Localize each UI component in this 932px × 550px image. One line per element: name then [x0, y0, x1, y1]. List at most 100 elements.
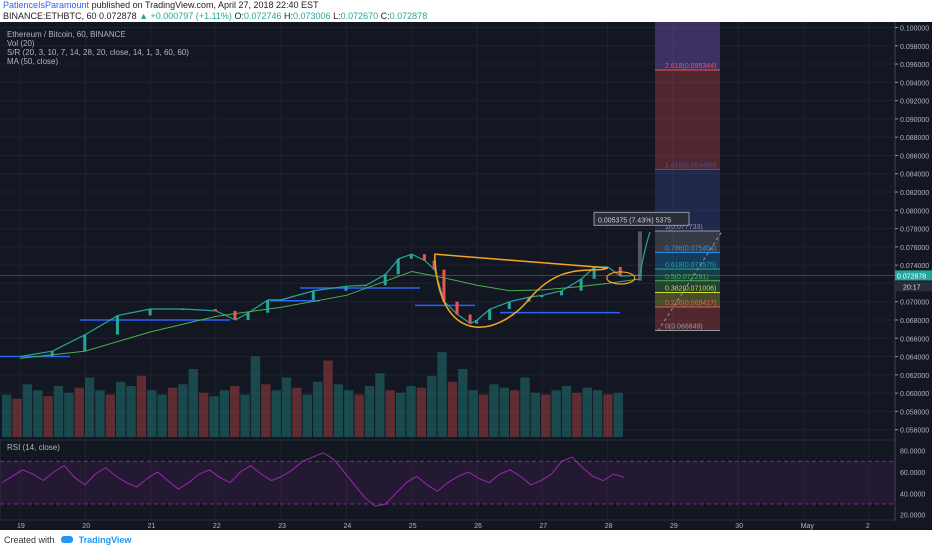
price-tick-label: 0.060000: [900, 391, 929, 398]
price-tick-label: 0.092000: [900, 99, 929, 106]
price-chart[interactable]: 0.100000 0.098000 0.096000 0.094000 0.092000…: [0, 22, 932, 530]
x-tick-label: 24: [344, 523, 352, 530]
price-tick-label: 0.086000: [900, 153, 929, 160]
handle-pattern: [606, 271, 636, 285]
volume-bar: [281, 377, 292, 437]
price-tick-label: 0.078000: [900, 227, 929, 234]
volume-bar: [489, 384, 499, 437]
volume-bar: [437, 352, 447, 437]
legend-vol: Vol (20): [7, 39, 35, 48]
candle: [181, 309, 185, 311]
volume-bar: [375, 373, 385, 437]
volume-bar: [447, 381, 458, 437]
low-label: L:: [333, 11, 341, 21]
candle: [246, 312, 250, 320]
rsi-tick-label: 80.0000: [900, 449, 925, 456]
volume-bar: [613, 392, 623, 437]
ohlc-line: BINANCE:ETHBTC, 60 0.072878 ▲ +0.000797 …: [3, 11, 932, 22]
price-tick-label: 0.074000: [900, 263, 929, 270]
volume-bar: [126, 386, 136, 437]
fib-level-label: 0.5(0.072291): [665, 274, 709, 281]
tradingview-brand-link[interactable]: TradingView: [78, 535, 132, 545]
close-value: 0.072878: [389, 11, 428, 21]
volume-bar: [395, 392, 406, 437]
current-price-label: 0.072878: [897, 273, 926, 280]
volume-bar: [458, 369, 468, 437]
last-price: 0.072878: [99, 11, 137, 21]
current-price-tag: [895, 270, 932, 281]
publish-line: PatienceIsParamount published on Trading…: [3, 0, 932, 11]
candle: [579, 278, 583, 291]
fib-level-label: 1.618(0.084460): [665, 163, 716, 170]
price-tick-label: 0.076000: [900, 245, 929, 252]
created-with-label: Created with: [4, 535, 55, 545]
countdown-tag: [895, 281, 932, 292]
candle: [592, 266, 596, 279]
chart-legend: Ethereum / Bitcoin, 60, BINANCE Vol (20)…: [7, 30, 189, 66]
candle: [266, 299, 270, 313]
volume-bar: [551, 390, 561, 437]
x-tick-label: 30: [735, 523, 743, 530]
price-tick-label: 0.084000: [900, 172, 929, 179]
price-tick-label: 0.066000: [900, 336, 929, 343]
measure-bar: [638, 231, 642, 281]
volume-bar: [344, 390, 354, 437]
fib-level-label: 0.236(0.069417): [665, 300, 716, 307]
candle: [83, 334, 87, 352]
candle: [115, 315, 119, 335]
price-tick-label: 0.080000: [900, 208, 929, 215]
candle: [409, 254, 413, 259]
candle: [50, 351, 54, 357]
legend-ma: MA (50, close): [7, 57, 59, 66]
projection-arrow: [639, 232, 651, 275]
volume-bar: [592, 390, 603, 437]
fib-level-label: 2.618(0.095344): [665, 63, 716, 70]
ma-line: [19, 271, 641, 359]
volume-bar: [188, 369, 198, 437]
price-tick-label: 0.056000: [900, 428, 929, 435]
volume-bar: [261, 384, 271, 437]
volume-bar: [323, 360, 333, 437]
measure-label-box: [593, 211, 690, 226]
high-value: 0.073006: [293, 11, 331, 21]
volume-bar: [561, 386, 572, 437]
volume-bar: [364, 386, 375, 437]
rsi-tick-label: 20.0000: [900, 513, 925, 520]
fib-zone: [655, 231, 720, 253]
open-label: O:: [234, 11, 244, 21]
cup-pattern: [433, 254, 609, 328]
volume-bar: [427, 375, 437, 437]
countdown-label: 20:17: [903, 284, 921, 291]
volume-bar: [478, 394, 489, 437]
price-tick-label: 0.062000: [900, 373, 929, 380]
high-label: H:: [284, 11, 294, 21]
symbol-label: BINANCE:ETHBTC, 60: [3, 11, 97, 21]
volume-bar: [12, 398, 22, 437]
price-change: ▲ +0.000797 (+1.11%): [139, 11, 232, 21]
price-tick-label: 0.098000: [900, 44, 929, 51]
volume-bar: [33, 390, 43, 437]
x-tick-label: 29: [670, 523, 678, 530]
volume-bar: [499, 387, 509, 437]
publish-header: PatienceIsParamount published on Trading…: [0, 0, 932, 22]
volume-bar: [22, 384, 33, 437]
volume-bar: [105, 394, 116, 437]
rsi-line: [1, 452, 625, 507]
volume-bar: [157, 394, 167, 437]
rsi-tick-label: 40.0000: [900, 491, 925, 498]
tradingview-logo-icon: [61, 536, 74, 543]
volume-bar: [468, 390, 478, 437]
x-tick-label: 20: [82, 523, 90, 530]
fib-zone: [655, 269, 720, 281]
price-tick-label: 0.096000: [900, 62, 929, 69]
volume-bar: [116, 381, 126, 437]
price-tick-label: 0.070000: [900, 300, 929, 307]
price-tick-label: 0.068000: [900, 318, 929, 325]
publisher-link[interactable]: PatienceIsParamount: [3, 0, 90, 10]
measure-label: 0.005375 (7.43%) 5375: [598, 217, 671, 224]
x-tick-label: 23: [278, 523, 286, 530]
volume-bar: [219, 390, 230, 437]
rsi-legend: RSI (14, close): [7, 443, 60, 452]
x-tick-label: 19: [17, 523, 25, 530]
volume-bar: [302, 394, 312, 437]
